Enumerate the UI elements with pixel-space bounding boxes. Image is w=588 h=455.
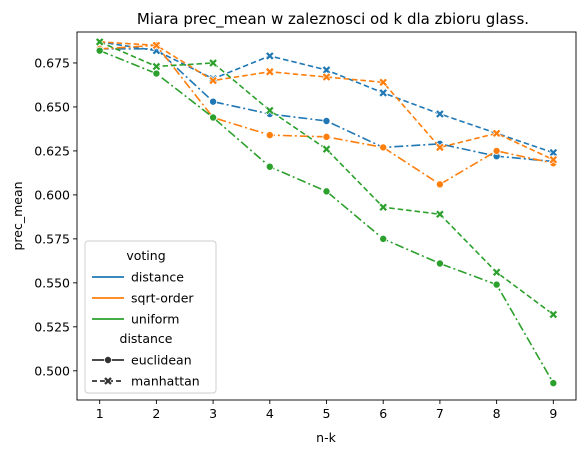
- data-point: [323, 117, 330, 124]
- data-point: [436, 181, 443, 188]
- data-point: [322, 145, 330, 153]
- series-sqrt-order-euclidean: [96, 42, 557, 188]
- y-tick-label: 0.500: [34, 363, 70, 378]
- legend-hue-title: voting: [126, 248, 165, 263]
- data-point: [209, 98, 216, 105]
- legend-item-sqrt-order: sqrt-order: [131, 291, 194, 306]
- legend: voting distance distance sqrt-order unifor…: [85, 241, 216, 393]
- x-tick-label: 1: [96, 406, 104, 421]
- data-point: [380, 144, 387, 151]
- data-point: [436, 210, 444, 218]
- legend-item-distance: distance: [131, 270, 184, 285]
- data-point: [436, 260, 443, 267]
- x-tick-label: 6: [379, 406, 387, 421]
- data-point: [266, 52, 274, 60]
- legend-item-euclidean: euclidean: [131, 353, 192, 368]
- chart-title: Miara prec_mean w zaleznosci od k dla zb…: [137, 10, 529, 29]
- x-tick-label: 9: [549, 406, 557, 421]
- data-point: [322, 66, 330, 74]
- data-point: [436, 110, 444, 118]
- x-tick-label: 2: [152, 406, 160, 421]
- data-point: [549, 310, 557, 318]
- x-tick-label: 5: [323, 406, 331, 421]
- y-tick-label: 0.650: [34, 99, 70, 114]
- x-tick-label: 3: [209, 406, 217, 421]
- data-point: [96, 47, 103, 54]
- y-tick-label: 0.575: [34, 231, 70, 246]
- legend-style-title: distance: [120, 331, 173, 346]
- x-tick-label: 7: [436, 406, 444, 421]
- x-tick-label: 8: [493, 406, 501, 421]
- data-point: [493, 281, 500, 288]
- y-tick-label: 0.600: [34, 187, 70, 202]
- data-point: [323, 133, 330, 140]
- data-point: [549, 148, 557, 156]
- y-tick-label: 0.525: [34, 319, 70, 334]
- data-point: [492, 268, 500, 276]
- data-point: [266, 131, 273, 138]
- legend-marker: [104, 356, 111, 363]
- data-point: [323, 188, 330, 195]
- x-tick-label: 4: [266, 406, 274, 421]
- legend-item-manhattan: manhattan: [131, 374, 200, 389]
- data-point: [379, 89, 387, 97]
- data-point: [550, 380, 557, 387]
- y-tick-label: 0.550: [34, 275, 70, 290]
- x-axis-title: n-k: [316, 430, 336, 445]
- data-point: [380, 235, 387, 242]
- legend-item-uniform: uniform: [131, 312, 179, 327]
- data-point: [266, 163, 273, 170]
- data-point: [493, 147, 500, 154]
- data-point: [153, 70, 160, 77]
- y-tick-label: 0.625: [34, 143, 70, 158]
- data-point: [209, 114, 216, 121]
- y-tick-label: 0.675: [34, 55, 70, 70]
- y-axis-title: prec_mean: [10, 181, 25, 250]
